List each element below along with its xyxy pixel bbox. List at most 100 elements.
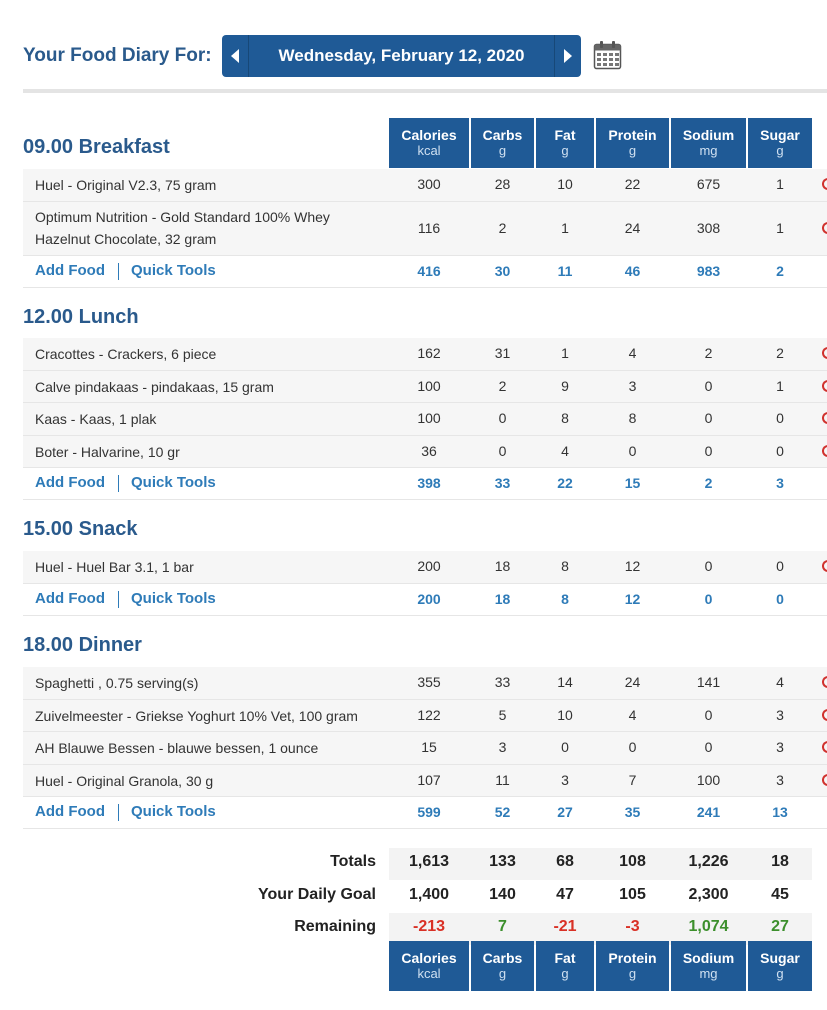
food-value-fat: 4 [561,442,569,459]
remove-food-icon[interactable] [822,741,827,754]
header-col-sugar: Sugar g [748,118,812,168]
remove-food-icon[interactable] [822,412,827,425]
column-name: Protein [608,950,657,966]
column-name: Fat [554,950,576,966]
remove-food-icon[interactable] [822,708,827,721]
food-value-sugar: 4 [776,674,784,691]
food-value-fat: 1 [561,345,569,362]
header-col-sodium: Sodium mg [671,118,746,168]
meal-total-fat: 8 [561,590,569,607]
food-row[interactable]: AH Blauwe Bessen - blauwe bessen, 1 ounc… [23,732,827,765]
add-food-link[interactable]: Add Food [35,803,105,820]
remove-food-icon[interactable] [822,676,827,689]
food-name[interactable]: Boter - Halvarine, 10 gr [35,441,180,463]
food-name-line: Spaghetti , 0.75 serving(s) [35,675,199,691]
chevron-left-icon [231,49,239,63]
food-row[interactable]: Cracottes - Crackers, 6 piece 162 31 1 4 2 2 [23,338,827,371]
remove-food-icon[interactable] [822,221,827,234]
food-value-fat: 1 [561,219,569,236]
meal-total-calories: 416 [417,262,441,279]
meal-total-protein: 15 [624,475,641,491]
food-value-sodium: 0 [704,739,713,756]
food-value-sugar: 1 [776,377,784,394]
food-value-carbs: 3 [498,739,507,756]
column-unit: g [561,143,569,158]
remove-food-icon[interactable] [822,560,827,573]
food-name[interactable]: AH Blauwe Bessen - blauwe bessen, 1 ounc… [35,737,318,759]
food-row[interactable]: Optimum Nutrition - Gold Standard 100% W… [23,201,827,256]
meal-total-carbs: 33 [494,475,511,491]
food-name[interactable]: Huel - Original Granola, 30 g [35,770,213,792]
remaining-calories: -213 [412,918,446,935]
food-name[interactable]: Optimum Nutrition - Gold Standard 100% W… [35,206,330,250]
food-name-line: Calve pindakaas - pindakaas, 15 gram [35,378,274,395]
quick-tools-link[interactable]: Quick Tools [131,474,216,491]
current-date[interactable]: Wednesday, February 12, 2020 [249,35,554,77]
food-value-sugar: 1 [776,176,784,193]
daily-totals-sugar: 18 [771,853,789,870]
column-name: Protein [608,127,657,143]
food-name[interactable]: Kaas - Kaas, 1 plak [35,408,156,430]
calendar-icon[interactable] [593,40,622,70]
meal-total-sugar: 0 [776,590,784,607]
column-unit: g [628,966,637,981]
quick-tools-link[interactable]: Quick Tools [131,803,216,820]
food-name-line: Huel - Original V2.3, 75 gram [35,177,217,193]
footer-col-protein: Protein g [596,941,669,991]
food-value-protein: 24 [624,674,641,691]
meal-total-sodium: 241 [696,804,721,820]
food-row[interactable]: Huel - Huel Bar 3.1, 1 bar 200 18 8 12 0 0 [23,551,827,584]
food-value-calories: 162 [417,345,441,362]
prev-day-button[interactable] [222,35,249,77]
add-food-link[interactable]: Add Food [35,589,105,607]
food-name[interactable]: Cracottes - Crackers, 6 piece [35,343,216,365]
next-day-button[interactable] [554,35,581,77]
food-name-line: Kaas - Kaas, 1 plak [35,411,157,427]
remove-food-icon[interactable] [822,444,827,457]
food-value-sodium: 308 [696,219,721,236]
meal-title: 18.00 Dinner [23,634,142,656]
food-name[interactable]: Huel - Huel Bar 3.1, 1 bar [35,556,194,578]
food-name[interactable]: Spaghetti , 0.75 serving(s) [35,672,198,694]
meal-total-sugar: 2 [776,262,784,279]
daily-totals-fat: 68 [556,853,574,870]
remove-food-icon[interactable] [822,178,827,191]
meal-total-sodium: 0 [704,590,713,607]
food-value-carbs: 28 [494,176,511,193]
meal-total-calories: 599 [417,804,441,820]
daily-totals-calories: 1,613 [408,853,450,870]
food-name[interactable]: Zuivelmeester - Griekse Yoghurt 10% Vet,… [35,705,358,727]
food-name[interactable]: Huel - Original V2.3, 75 gram [35,174,216,196]
food-value-sugar: 0 [776,558,784,575]
column-name: Calories [401,127,457,143]
food-row[interactable]: Zuivelmeester - Griekse Yoghurt 10% Vet,… [23,699,827,732]
food-row[interactable]: Kaas - Kaas, 1 plak 100 0 8 8 0 0 [23,403,827,436]
food-value-carbs: 0 [498,442,507,459]
header-col-calories: Calories kcal [389,118,469,168]
remove-food-icon[interactable] [822,379,827,392]
meal-total-row: Add Food Quick Tools 398 33 22 15 2 3 [23,468,827,500]
food-row[interactable]: Huel - Original V2.3, 75 gram 300 28 10 22 67… [23,169,827,202]
food-name-line: AH Blauwe Bessen - blauwe bessen, 1 ounc… [35,740,319,756]
food-value-carbs: 0 [498,410,507,427]
food-row[interactable]: Boter - Halvarine, 10 gr 36 0 4 0 0 0 [23,435,827,468]
remove-food-icon[interactable] [822,347,827,360]
remove-food-icon[interactable] [822,773,827,786]
quick-tools-link[interactable]: Quick Tools [131,589,216,607]
food-name-line: Cracottes - Crackers, 6 piece [35,346,217,362]
food-value-protein: 22 [624,176,641,193]
food-row[interactable]: Calve pindakaas - pindakaas, 15 gram 100 2… [23,370,827,403]
add-food-link[interactable]: Add Food [35,261,105,279]
food-row[interactable]: Spaghetti , 0.75 serving(s) 355 33 14 24 141 4 [23,667,827,700]
food-row[interactable]: Huel - Original Granola, 30 g 107 11 3 7 100 3 [23,764,827,797]
meal-total-protein: 46 [624,262,641,279]
column-unit: g [628,143,637,158]
meal-total-row: Add Food Quick Tools 200 18 8 12 0 0 [23,583,827,616]
food-name-line: Zuivelmeester - Griekse Yoghurt 10% Vet,… [35,707,358,724]
add-food-link[interactable]: Add Food [35,474,105,491]
food-value-protein: 3 [628,377,637,394]
food-name[interactable]: Calve pindakaas - pindakaas, 15 gram [35,376,274,398]
food-value-fat: 10 [557,706,573,723]
footer-col-sugar: Sugar g [748,941,812,991]
quick-tools-link[interactable]: Quick Tools [131,261,216,279]
